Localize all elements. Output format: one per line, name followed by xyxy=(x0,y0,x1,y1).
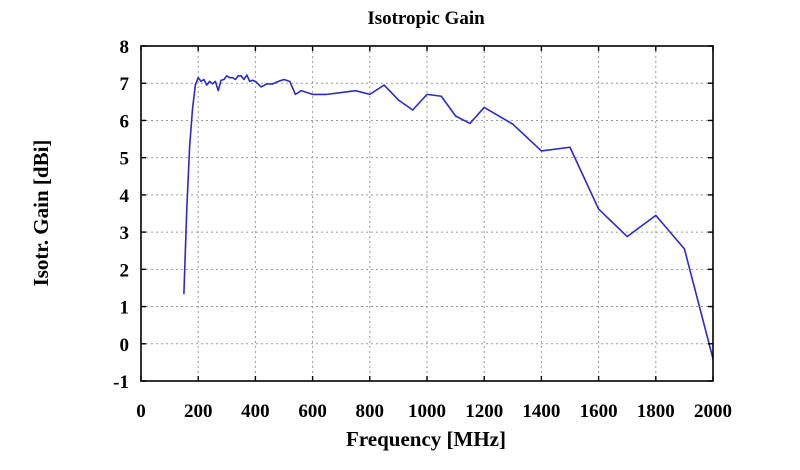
y-tick-label: 3 xyxy=(120,223,130,244)
x-tick-label: 600 xyxy=(298,401,327,422)
y-tick-label: 6 xyxy=(120,111,130,132)
x-tick-label: 200 xyxy=(184,401,213,422)
x-tick-label: 1400 xyxy=(522,401,560,422)
y-tick-label: 1 xyxy=(120,298,130,319)
x-tick-labels: 0 200 400 600 800 1000 1200 1400 1600 1800 2000 xyxy=(136,401,732,422)
x-axis-label: Frequency [MHz] xyxy=(346,427,506,451)
x-tick-label: 800 xyxy=(356,401,385,422)
x-tick-label: 1600 xyxy=(580,401,618,422)
x-tick-label: 2000 xyxy=(694,401,732,422)
y-tick-label: 7 xyxy=(120,74,130,95)
y-axis-label: Isotr. Gain [dBi] xyxy=(29,140,53,287)
x-tick-label: 0 xyxy=(136,401,146,422)
grid-lines xyxy=(141,46,713,381)
plot-series xyxy=(183,74,714,360)
y-tick-label: -1 xyxy=(113,372,129,393)
y-tick-label: 4 xyxy=(120,186,130,207)
x-tick-label: 1000 xyxy=(408,401,446,422)
axis-ticks xyxy=(140,45,714,382)
chart-title: Isotropic Gain xyxy=(367,8,485,29)
y-tick-label: 2 xyxy=(120,260,130,281)
x-tick-label: 1200 xyxy=(465,401,503,422)
y-tick-labels: -1 0 1 2 3 4 5 6 7 8 xyxy=(113,37,129,393)
x-tick-label: 1800 xyxy=(637,401,675,422)
y-tick-label: 0 xyxy=(120,335,130,356)
gain-series-line xyxy=(183,74,714,360)
y-tick-label: 8 xyxy=(120,37,130,58)
y-tick-label: 5 xyxy=(120,149,130,170)
x-tick-label: 400 xyxy=(241,401,270,422)
